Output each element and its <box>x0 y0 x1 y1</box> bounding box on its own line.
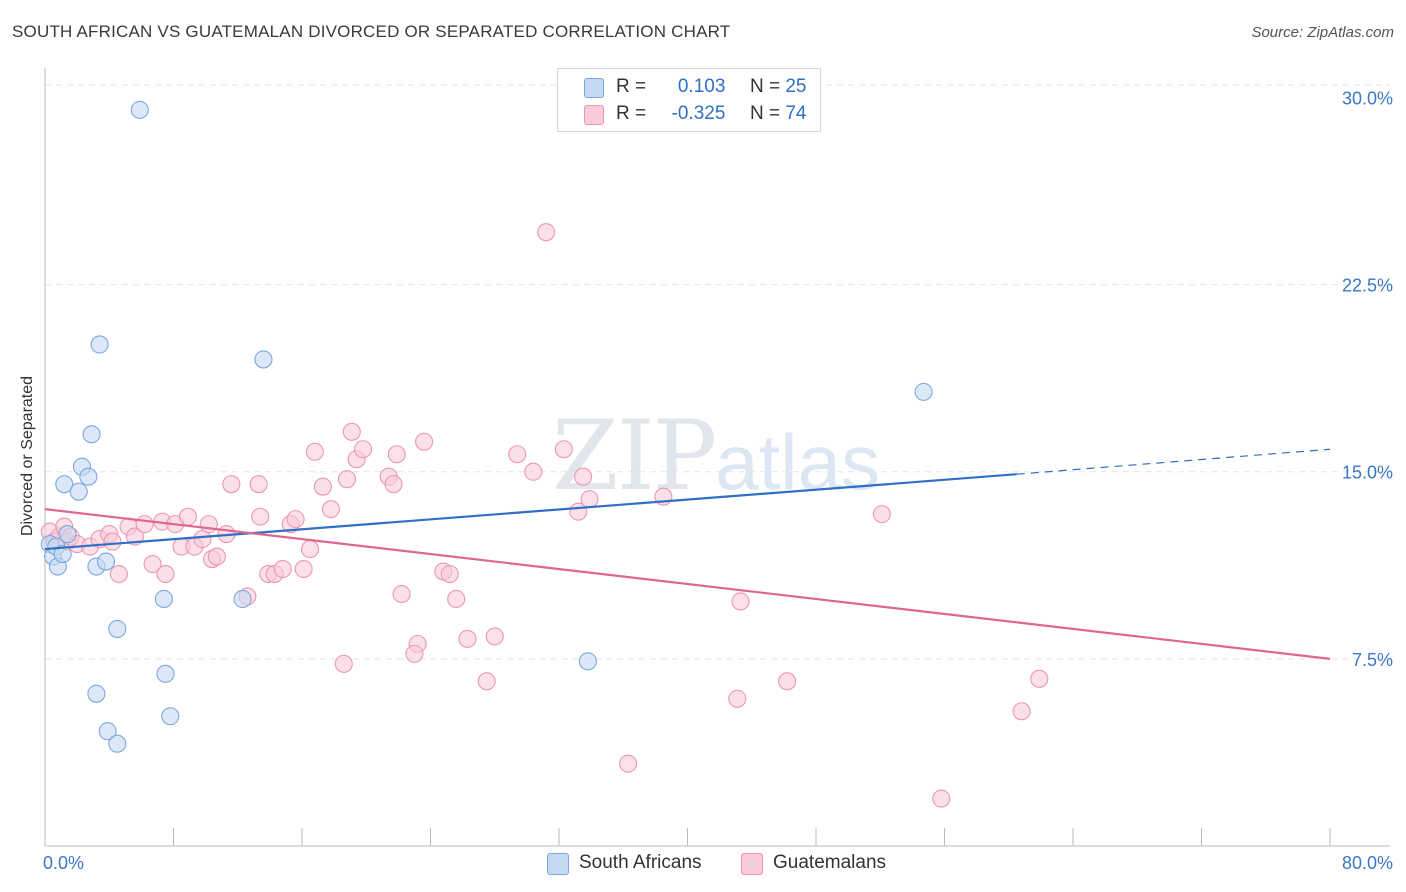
guatemalan-point <box>305 442 324 461</box>
guatemalan-point <box>778 672 797 691</box>
south-african-point <box>254 350 273 369</box>
guatemalan-point <box>222 475 241 494</box>
bottom-legend-label: Guatemalans <box>773 852 887 873</box>
guatemalan-point <box>932 789 951 808</box>
guatemalan-point <box>392 584 411 604</box>
guatemalan-point <box>286 510 305 529</box>
south-african-point <box>53 545 72 564</box>
guatemalan-point <box>353 440 373 459</box>
legend-r-value: -0.325 <box>671 103 726 124</box>
guatemalan-point <box>554 440 573 459</box>
south-african-point <box>130 100 149 119</box>
south-african-trend-extension <box>1016 448 1331 475</box>
bottom-legend-label: South Africans <box>579 852 702 873</box>
legend-r-label: R = <box>616 103 647 124</box>
guatemalan-point <box>342 422 361 441</box>
south-african-point <box>108 619 127 638</box>
guatemalan-point <box>447 589 466 609</box>
guatemalan-point <box>321 500 340 519</box>
guatemalan-point <box>387 445 406 464</box>
guatemalan-point <box>199 515 218 534</box>
guatemalan-point <box>872 505 891 524</box>
guatemalan-point <box>1030 669 1049 688</box>
correlation-legend: R = 0.103 N = 25 R = -0.325 N = 74 <box>557 68 821 132</box>
guatemalan-point <box>193 530 212 549</box>
guatemalan-point <box>415 432 434 451</box>
legend-swatch-blue <box>584 78 604 98</box>
south-african-point <box>90 335 109 354</box>
guatemalan-point <box>156 564 175 584</box>
guatemalan-point <box>178 507 198 526</box>
guatemalan-point <box>251 507 270 526</box>
y-tick-label: 7.5% <box>1352 650 1393 670</box>
guatemalan-point <box>574 467 593 486</box>
south-african-point <box>233 589 252 609</box>
guatemalan-point <box>103 532 122 551</box>
guatemalan-point <box>384 475 403 494</box>
x-tick-label: 80.0% <box>1342 853 1393 873</box>
guatemalan-point <box>728 689 747 708</box>
guatemalan-point <box>537 223 556 242</box>
guatemalan-point <box>143 554 162 574</box>
bottom-legend-swatch-blue <box>547 853 569 875</box>
south-african-point <box>58 525 77 544</box>
x-tick-label: 0.0% <box>43 853 84 873</box>
source-label: Source: ZipAtlas.com <box>1251 24 1394 41</box>
watermark: ZIPatlas <box>552 400 880 512</box>
guatemalan-point <box>485 627 504 646</box>
south-african-point <box>98 722 117 741</box>
south-african-point <box>108 734 127 753</box>
y-tick-label: 22.5% <box>1342 276 1393 296</box>
guatemalan-point <box>135 515 154 534</box>
south-african-point <box>96 552 116 571</box>
guatemalan-point <box>619 754 638 773</box>
guatemalan-point <box>508 445 527 464</box>
south-african-point <box>79 467 98 486</box>
bottom-legend-south-africans[interactable]: South Africans <box>547 852 727 876</box>
south-african-point <box>156 664 175 683</box>
guatemalan-point <box>207 547 226 566</box>
guatemalan-point <box>524 462 543 481</box>
guatemalan-point <box>273 559 292 579</box>
guatemalan-point <box>109 564 128 584</box>
y-tick-label: 30.0% <box>1342 88 1393 108</box>
guatemalan-point <box>337 470 357 489</box>
chart-title: SOUTH AFRICAN VS GUATEMALAN DIVORCED OR … <box>12 22 731 41</box>
guatemalan-point <box>294 559 313 579</box>
y-tick-label: 15.0% <box>1342 463 1393 483</box>
guatemalan-point <box>300 540 320 559</box>
south-african-point <box>82 425 101 444</box>
guatemalan-point <box>249 475 268 494</box>
bottom-legend-swatch-pink <box>741 853 763 875</box>
guatemalan-point <box>458 629 477 648</box>
bottom-legend-guatemalans[interactable]: Guatemalans <box>741 852 911 876</box>
south-african-point <box>161 707 180 726</box>
guatemalan-point <box>731 592 750 611</box>
watermark-zip: ZIP <box>552 400 717 512</box>
guatemalan-point <box>440 564 459 584</box>
guatemalan-point <box>405 644 424 663</box>
south-african-point <box>87 684 106 703</box>
south-african-point <box>69 482 88 501</box>
guatemalan-point <box>313 477 332 496</box>
south-african-point <box>578 652 597 671</box>
guatemalan-point <box>1012 702 1031 721</box>
legend-swatch-pink <box>584 105 604 125</box>
south-african-trend-line <box>44 473 1017 551</box>
south-african-point <box>55 475 74 494</box>
guatemalan-trend-line <box>44 508 1331 660</box>
guatemalan-point <box>580 490 599 509</box>
legend-n-value: 74 <box>785 103 807 124</box>
legend-r-value: 0.103 <box>677 76 726 97</box>
south-african-point <box>914 382 933 401</box>
south-african-point <box>154 589 173 609</box>
legend-n-label: N = <box>749 103 781 124</box>
legend-r-label: R = <box>616 76 647 97</box>
legend-n-label: N = <box>749 76 781 97</box>
guatemalan-point <box>334 654 353 673</box>
guatemalan-point <box>477 672 496 691</box>
legend-n-value: 25 <box>785 76 807 97</box>
